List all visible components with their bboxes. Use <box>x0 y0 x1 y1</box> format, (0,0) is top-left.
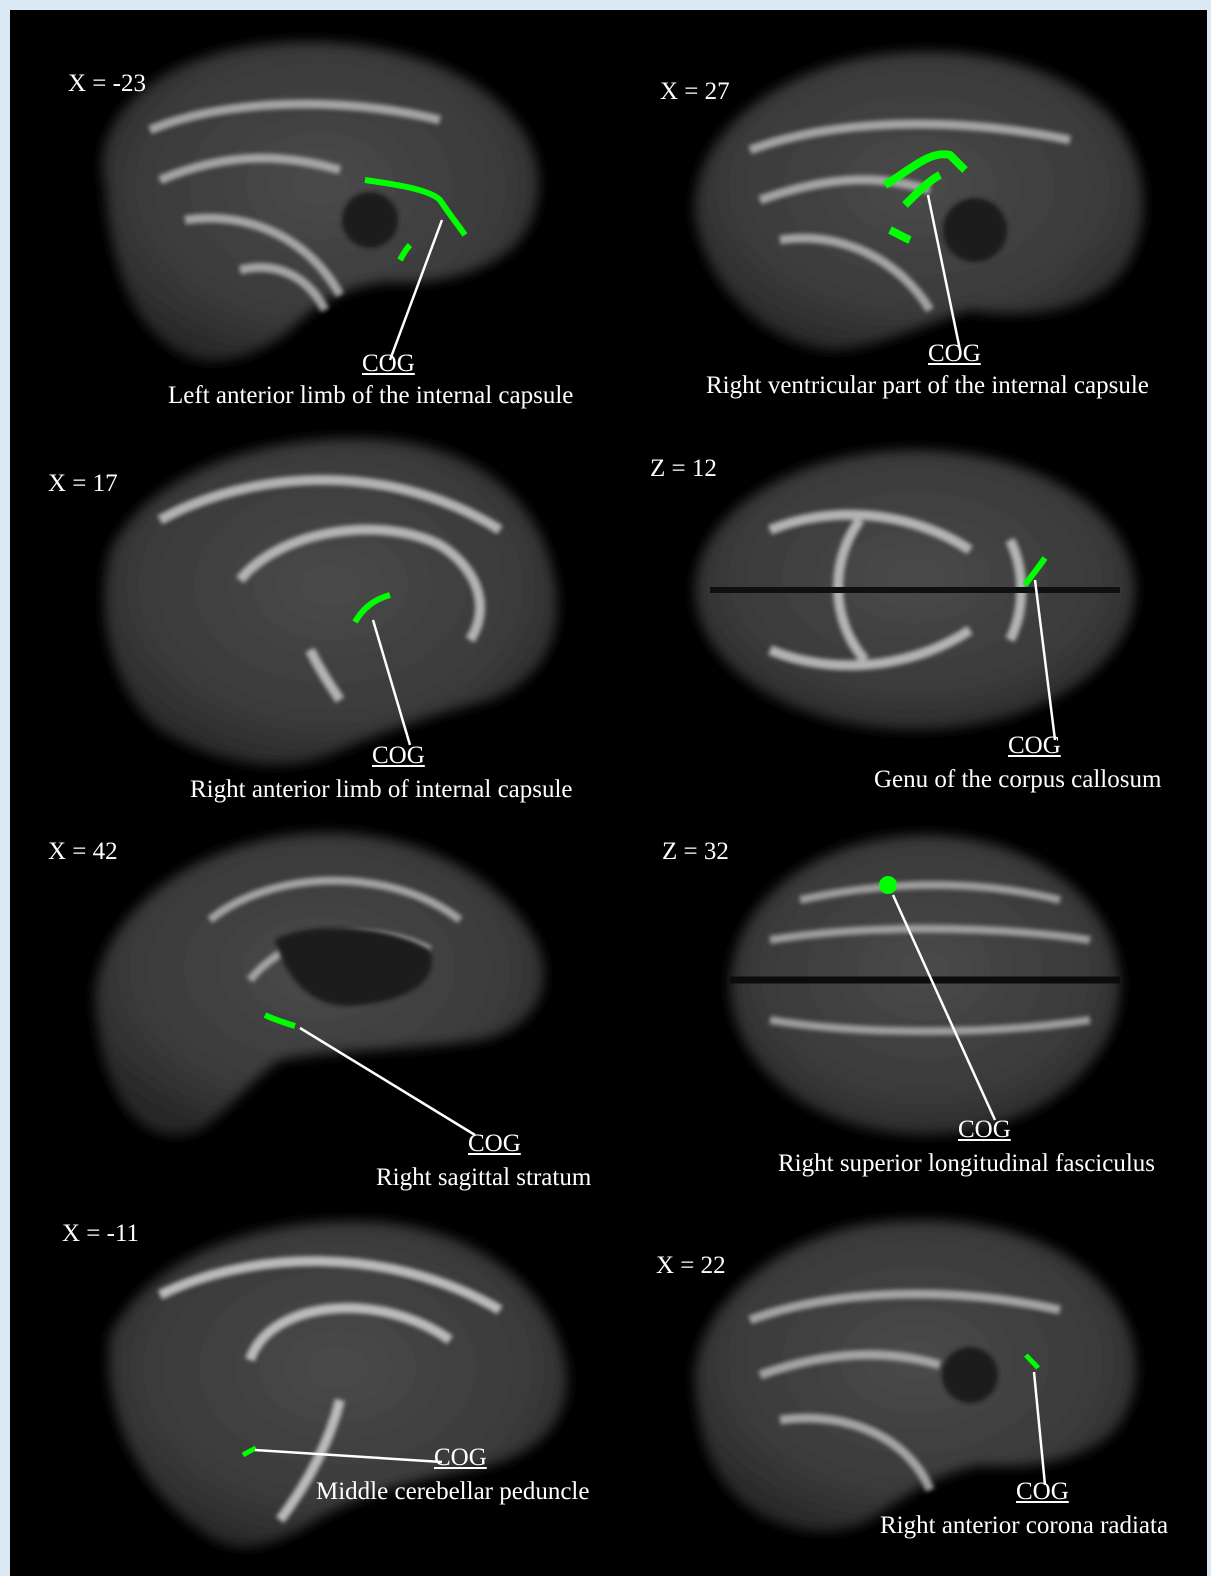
panel-8: X = 22 COG Right anterior corona radiata <box>610 1200 1207 1576</box>
brain-slice-image <box>102 41 539 361</box>
brain-slice-image <box>695 450 1135 741</box>
region-caption: Right anterior limb of internal capsule <box>190 776 573 803</box>
brain-slice-image <box>108 1221 567 1547</box>
cog-label: COG <box>362 350 415 377</box>
slice-coordinate-label: X = -11 <box>62 1220 140 1247</box>
brain-slice-image <box>694 1220 1137 1532</box>
cog-label: COG <box>928 340 981 367</box>
brain-slice-image <box>104 438 558 765</box>
slice-coordinate-label: Z = 32 <box>662 838 729 865</box>
cog-label: COG <box>468 1130 521 1157</box>
cog-label: COG <box>1008 732 1061 759</box>
slice-coordinate-label: X = 22 <box>656 1252 726 1279</box>
panel-1: X = -23 COG Left anterior limb of the in… <box>10 10 610 410</box>
region-caption: Right sagittal stratum <box>376 1164 592 1191</box>
region-caption: Right ventricular part of the internal c… <box>706 372 1149 399</box>
cog-label: COG <box>372 742 425 769</box>
panel-5: X = 42 COG Right sagittal stratum <box>10 810 610 1200</box>
slice-coordinate-label: X = 17 <box>48 470 118 497</box>
brain-slice-image <box>95 832 544 1137</box>
cog-label: COG <box>1016 1478 1069 1505</box>
panel-4: Z = 12 COG Genu of the corpus callosum <box>610 410 1207 810</box>
panel-2: X = 27 COG Right ventricular part of the… <box>610 10 1207 410</box>
region-caption: Left anterior limb of the internal capsu… <box>168 382 574 409</box>
panel-7: X = -11 COG Middle cerebellar peduncle <box>10 1200 610 1576</box>
region-caption: Genu of the corpus callosum <box>874 766 1162 793</box>
slice-coordinate-label: X = 27 <box>660 78 730 105</box>
panel-6: Z = 32 COG Right superior longitudinal f… <box>610 810 1207 1200</box>
slice-coordinate-label: Z = 12 <box>650 455 717 482</box>
brain-slice-image <box>730 835 1120 1135</box>
region-caption: Right anterior corona radiata <box>880 1512 1169 1539</box>
slice-coordinate-label: X = -23 <box>68 70 146 97</box>
slice-coordinate-label: X = 42 <box>48 838 118 865</box>
figure: X = -23 COG Left anterior limb of the in… <box>10 10 1207 1576</box>
cog-label: COG <box>434 1444 487 1471</box>
region-caption: Middle cerebellar peduncle <box>316 1478 590 1505</box>
region-caption: Right superior longitudinal fasciculus <box>778 1150 1156 1177</box>
cog-label: COG <box>958 1116 1011 1143</box>
panel-3: X = 17 COG Right anterior limb of intern… <box>10 410 610 810</box>
brain-slice-image <box>694 51 1144 351</box>
